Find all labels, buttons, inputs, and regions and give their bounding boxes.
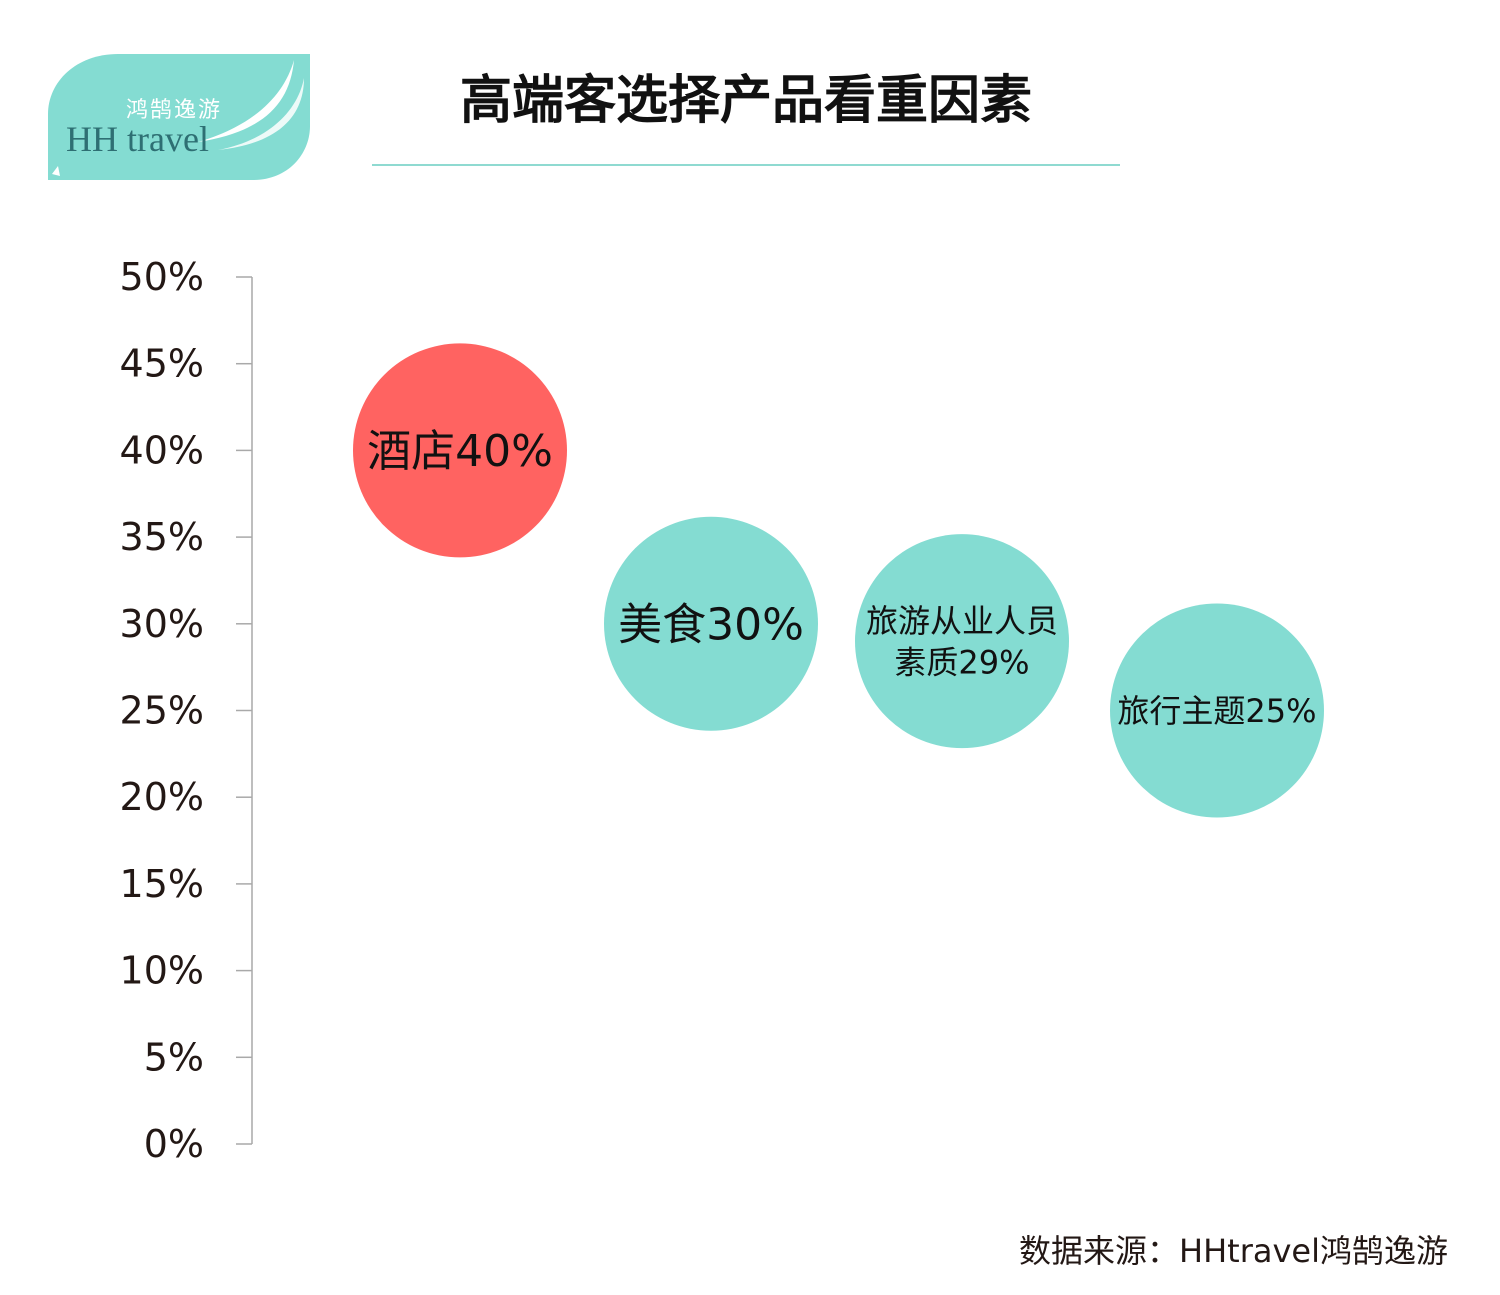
bubble-chart: 0% 5% 10% 15% 20% 25% 30% 35% 40% 45% 50% 酒店40% 美食30… bbox=[120, 255, 1324, 1166]
bubble-label: 酒店40% bbox=[367, 426, 553, 477]
bubble-4 bbox=[1110, 603, 1324, 818]
y-tick-label: 10% bbox=[120, 949, 204, 993]
y-tick-label: 0% bbox=[144, 1122, 204, 1166]
bubble-1 bbox=[353, 343, 567, 558]
y-tick-label: 15% bbox=[120, 862, 204, 906]
bubble-2 bbox=[604, 516, 818, 731]
bubble-label: 美食30% bbox=[618, 600, 804, 651]
y-tick-label: 35% bbox=[120, 515, 204, 559]
y-tick-label: 25% bbox=[120, 689, 204, 733]
logo-shape bbox=[48, 54, 310, 180]
y-tick-label: 50% bbox=[120, 255, 204, 299]
chart-title: 高端客选择产品看重因素 bbox=[459, 71, 1032, 131]
brand-logo: 鸿鹄逸游 HH travel bbox=[48, 54, 310, 180]
title-divider bbox=[372, 164, 1120, 166]
y-tick-label: 40% bbox=[120, 428, 204, 472]
bubble-label: 旅游从业人员 bbox=[866, 602, 1058, 640]
y-tick-label: 45% bbox=[120, 342, 204, 386]
bubble-3 bbox=[855, 534, 1069, 749]
data-source-note: 数据来源：HHtravel鸿鹄逸游 bbox=[1019, 1232, 1448, 1270]
logo-chinese-text: 鸿鹄逸游 bbox=[126, 98, 223, 123]
bubble-label: 素质29% bbox=[894, 643, 1029, 681]
y-tick-label: 20% bbox=[120, 775, 204, 819]
y-tick-label: 5% bbox=[144, 1035, 204, 1079]
y-tick-label: 30% bbox=[120, 602, 204, 646]
bubble-label: 旅行主题25% bbox=[1117, 692, 1316, 730]
logo-english-text: HH travel bbox=[66, 119, 209, 159]
